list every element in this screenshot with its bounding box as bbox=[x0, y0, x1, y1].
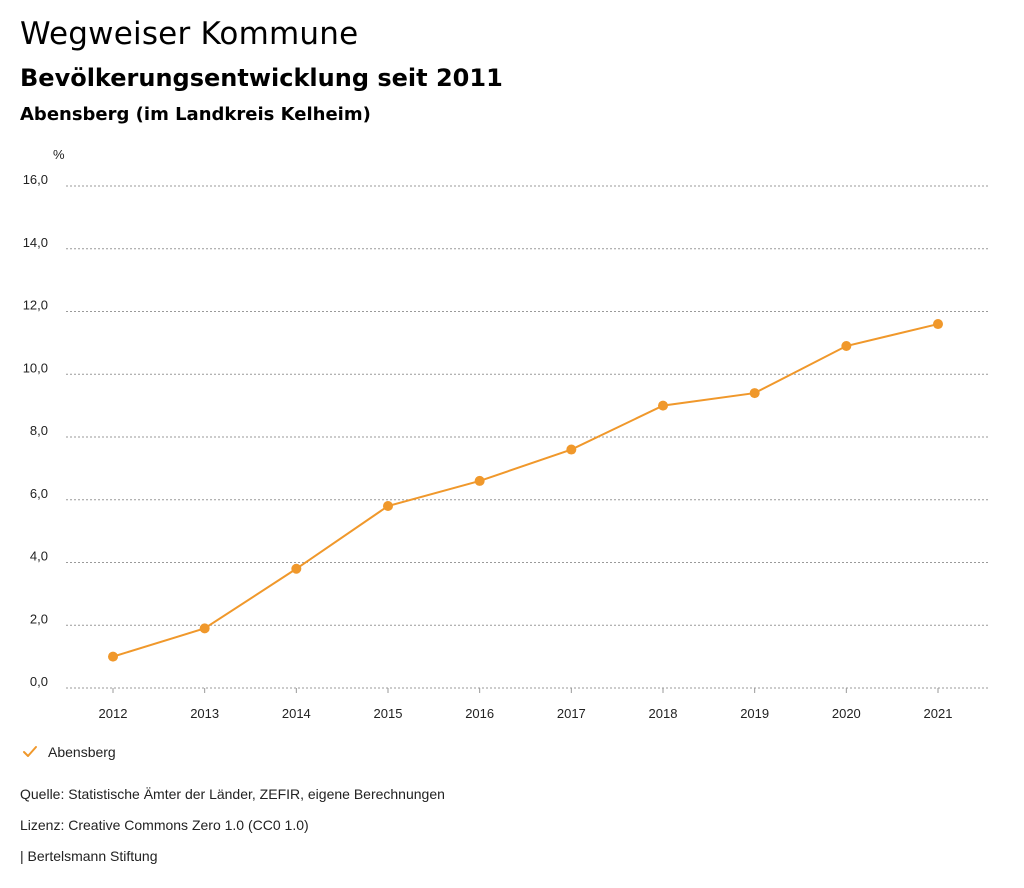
y-tick-label: 0,0 bbox=[30, 674, 48, 689]
x-tick-label: 2014 bbox=[282, 706, 311, 721]
data-point[interactable] bbox=[383, 501, 393, 512]
y-tick-label: 6,0 bbox=[30, 486, 48, 501]
y-tick-label: 14,0 bbox=[23, 235, 48, 250]
x-tick-label: 2015 bbox=[374, 706, 403, 721]
legend-label: Abensberg bbox=[48, 744, 116, 760]
data-point[interactable] bbox=[658, 400, 668, 411]
data-point[interactable] bbox=[474, 475, 485, 486]
region-label: Abensberg (im Landkreis Kelheim) bbox=[20, 104, 371, 125]
chart-series bbox=[108, 319, 943, 662]
check-icon bbox=[23, 746, 37, 757]
legend-item-abensberg[interactable]: Abensberg bbox=[22, 744, 116, 760]
license-note: Lizenz: Creative Commons Zero 1.0 (CC0 1… bbox=[20, 817, 309, 833]
source-note: Quelle: Statistische Ämter der Länder, Z… bbox=[20, 786, 445, 802]
data-point[interactable] bbox=[749, 388, 760, 399]
y-tick-label: 12,0 bbox=[23, 298, 48, 313]
chart-subtitle: Bevölkerungsentwicklung seit 2011 bbox=[20, 64, 503, 92]
x-tick-label: 2017 bbox=[557, 706, 586, 721]
data-point[interactable] bbox=[199, 623, 210, 634]
data-point[interactable] bbox=[108, 651, 118, 662]
y-axis-ticks: 0,0 2,0 4,0 6,0 8,0 10,0 12,0 14,0 16,0 bbox=[23, 172, 48, 689]
x-axis-ticks: 2012 2013 2014 2015 2016 2017 2018 2019 2020 2021 bbox=[99, 688, 953, 721]
publisher-note: | Bertelsmann Stiftung bbox=[20, 848, 158, 864]
series-line-abensberg bbox=[112, 323, 939, 658]
x-tick-label: 2019 bbox=[740, 706, 769, 721]
y-tick-label: 4,0 bbox=[30, 549, 48, 564]
x-tick-label: 2021 bbox=[924, 706, 953, 721]
y-axis-unit-label: % bbox=[53, 147, 65, 162]
x-tick-label: 2016 bbox=[465, 706, 494, 721]
x-tick-label: 2018 bbox=[649, 706, 678, 721]
data-point[interactable] bbox=[933, 319, 943, 330]
y-tick-label: 10,0 bbox=[23, 360, 48, 375]
line-chart: % 0,02,04,06,08,010,012,014,016,0 2012 20… bbox=[23, 147, 990, 721]
y-tick-label: 8,0 bbox=[30, 423, 48, 438]
x-tick-label: 2013 bbox=[190, 706, 219, 721]
data-point[interactable] bbox=[566, 444, 577, 455]
y-tick-label: 2,0 bbox=[30, 611, 48, 626]
y-tick-label: 16,0 bbox=[23, 172, 48, 187]
data-point[interactable] bbox=[841, 341, 852, 352]
data-point[interactable] bbox=[291, 563, 302, 574]
chart-gridlines bbox=[66, 185, 990, 689]
page-title: Wegweiser Kommune bbox=[20, 16, 359, 52]
x-tick-label: 2012 bbox=[99, 706, 128, 721]
x-tick-label: 2020 bbox=[832, 706, 861, 721]
